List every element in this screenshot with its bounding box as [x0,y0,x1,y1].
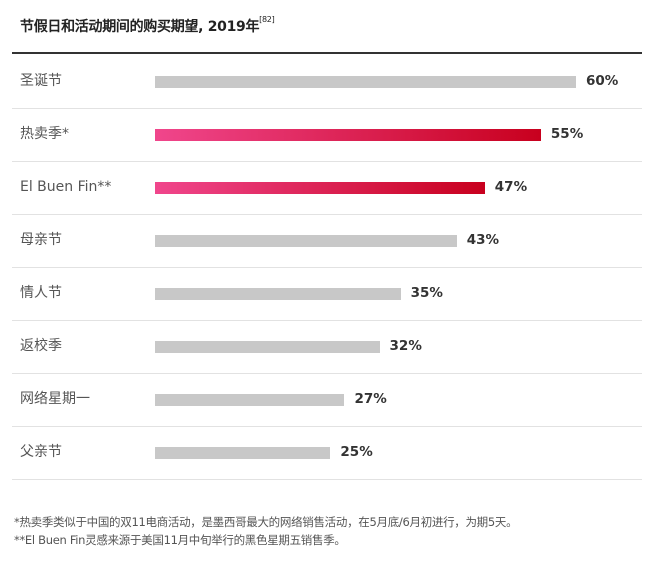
bar-row: 情人节 35% [12,267,642,321]
bar [155,76,576,88]
value-label: 25% [340,444,373,460]
chart-title: 节假日和活动期间的购买期望, 2019年[82] [20,15,275,36]
reference-mark[interactable]: [82] [259,15,275,24]
bar-row: El Buen Fin** 47% [12,161,642,215]
value-label: 35% [410,285,443,301]
category-label: 返校季 [20,338,62,354]
value-label: 27% [354,391,387,407]
category-label: 网络星期一 [20,391,90,407]
value-label: 60% [586,73,619,89]
bar-row: 热卖季* 55% [12,108,642,162]
value-label: 32% [389,338,422,354]
bar-row: 母亲节 43% [12,214,642,268]
category-label: El Buen Fin** [20,179,112,195]
bar-row: 网络星期一 27% [12,373,642,427]
category-label: 母亲节 [20,232,62,248]
category-label: 父亲节 [20,444,62,460]
footnote-1: *热卖季类似于中国的双11电商活动，是墨西哥最大的网络销售活动，在5月底/6月初… [14,515,518,529]
value-label: 55% [550,126,584,142]
bar-row: 返校季 32% [12,320,642,374]
chart-title-text: 节假日和活动期间的购买期望, 2019年 [20,19,260,35]
bar [155,447,331,459]
value-label: 47% [494,179,528,195]
bar [155,394,345,406]
bar [155,182,485,194]
footnote-2: **El Buen Fin灵感来源于美国11月中旬举行的黑色星期五销售季。 [14,533,346,547]
top-rule [12,52,642,54]
bar [155,341,380,353]
category-label: 圣诞节 [20,73,62,89]
category-label: 情人节 [20,285,62,301]
bar [155,129,541,141]
bar-row: 圣诞节 60% [12,55,642,109]
bar-row: 父亲节 25% [12,426,642,480]
bar [155,235,457,247]
value-label: 43% [466,232,500,248]
category-label: 热卖季* [20,126,69,142]
bar [155,288,401,300]
